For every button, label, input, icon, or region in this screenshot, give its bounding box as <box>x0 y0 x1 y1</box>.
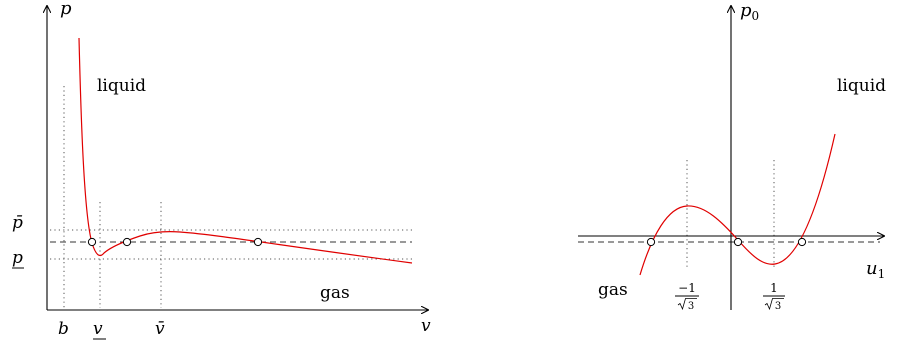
p0-axis-label: p0 <box>740 0 759 23</box>
neg-root-radical-sign <box>677 298 697 311</box>
b-tick-label: b <box>58 319 69 339</box>
right-panel: p0 u1 liquid gas −1 3 1 3 <box>578 0 886 312</box>
neg-root-numerator: −1 <box>678 281 696 295</box>
cubic-curve <box>639 133 836 276</box>
p-axis-label: p <box>60 0 72 19</box>
v-lower-tick-label: v <box>93 319 103 339</box>
intersection-point-left <box>646 237 656 247</box>
intersection-point-liquid <box>87 237 97 247</box>
pos-root-tick-label: 1 3 <box>763 281 785 312</box>
liquid-region-label: liquid <box>837 76 886 96</box>
v-axis-label: v <box>421 316 431 336</box>
v-upper-tick-label: v̄ <box>155 319 165 339</box>
gas-region-label: gas <box>598 280 628 300</box>
intersection-point-middle <box>122 237 132 247</box>
left-panel: p v liquid gas p̄ p b v v̄ <box>12 0 431 340</box>
u1-axis-label: u1 <box>866 258 885 281</box>
isotherm-curve <box>78 37 413 264</box>
pos-root-numerator: 1 <box>770 281 778 295</box>
neg-root-radicand: 3 <box>688 301 694 312</box>
pos-root-radical-sign <box>764 298 784 311</box>
neg-root-tick-label: −1 3 <box>675 281 699 312</box>
intersection-point-gas <box>253 237 263 247</box>
gas-region-label: gas <box>320 283 350 303</box>
liquid-region-label: liquid <box>97 76 146 96</box>
intersection-point-center <box>733 237 743 247</box>
pos-root-radicand: 3 <box>775 301 781 312</box>
p-lower-label: p <box>12 248 23 268</box>
intersection-point-right <box>797 237 807 247</box>
p-upper-label: p̄ <box>12 213 23 233</box>
